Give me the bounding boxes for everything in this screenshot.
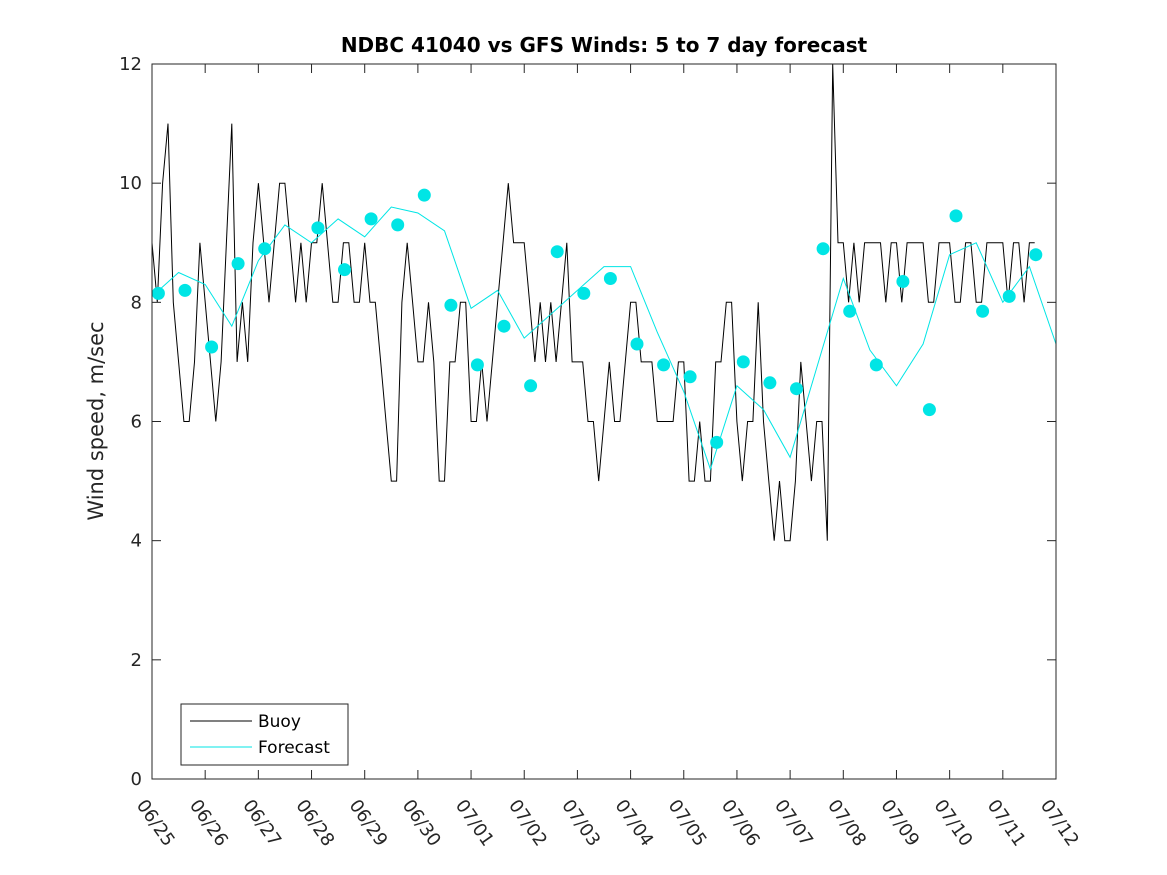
forecast-point-10 bbox=[444, 298, 458, 312]
forecast-point-29 bbox=[949, 209, 963, 223]
forecast-point-19 bbox=[683, 370, 697, 384]
y-tick-label-8: 8 bbox=[131, 292, 142, 313]
y-tick-label-12: 12 bbox=[119, 54, 142, 75]
y-tick-label-4: 4 bbox=[131, 531, 142, 552]
forecast-point-12 bbox=[497, 319, 511, 333]
forecast-point-22 bbox=[763, 376, 777, 390]
forecast-point-20 bbox=[710, 435, 724, 449]
forecast-point-2 bbox=[205, 340, 219, 354]
forecast-point-6 bbox=[338, 263, 351, 277]
forecast-point-26 bbox=[869, 358, 883, 372]
forecast-point-1 bbox=[178, 283, 192, 297]
chart-title: NDBC 41040 vs GFS Winds: 5 to 7 day fore… bbox=[341, 33, 868, 57]
forecast-point-18 bbox=[657, 358, 671, 372]
y-tick-label-6: 6 bbox=[131, 412, 142, 433]
series-line-forecast bbox=[152, 206, 1056, 471]
forecast-point-14 bbox=[550, 245, 564, 259]
forecast-point-7 bbox=[364, 212, 378, 226]
forecast-point-25 bbox=[843, 304, 857, 318]
forecast-point-30 bbox=[976, 304, 990, 318]
forecast-point-5 bbox=[311, 221, 325, 235]
forecast-point-27 bbox=[896, 275, 910, 288]
y-tick-label-10: 10 bbox=[119, 173, 142, 194]
forecast-point-0 bbox=[151, 286, 165, 300]
legend-buoy-label: Buoy bbox=[258, 712, 301, 732]
forecast-point-4 bbox=[258, 242, 272, 256]
forecast-point-28 bbox=[922, 403, 936, 417]
legend: Buoy Forecast bbox=[180, 703, 349, 766]
y-axis-label: Wind speed, m/sec bbox=[84, 321, 108, 520]
forecast-point-8 bbox=[391, 218, 405, 232]
forecast-point-15 bbox=[577, 286, 591, 300]
forecast-point-3 bbox=[231, 257, 245, 271]
forecast-point-24 bbox=[816, 242, 830, 256]
forecast-point-21 bbox=[736, 355, 750, 369]
forecast-point-13 bbox=[524, 379, 538, 393]
legend-forecast-label: Forecast bbox=[258, 738, 330, 758]
forecast-point-9 bbox=[417, 188, 431, 202]
series-line-buoy bbox=[152, 64, 1035, 542]
forecast-point-11 bbox=[470, 358, 484, 372]
y-tick-label-0: 0 bbox=[131, 769, 142, 790]
forecast-point-31 bbox=[1002, 289, 1016, 303]
forecast-point-32 bbox=[1029, 248, 1043, 262]
y-tick-label-2: 2 bbox=[131, 650, 142, 671]
forecast-point-23 bbox=[790, 382, 803, 396]
legend-box bbox=[180, 703, 349, 766]
forecast-point-17 bbox=[630, 337, 644, 351]
forecast-point-16 bbox=[603, 272, 617, 285]
